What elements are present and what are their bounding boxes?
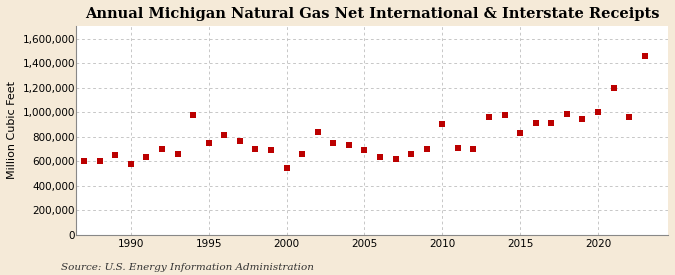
Point	[500, 113, 510, 117]
Point	[266, 148, 277, 152]
Point	[79, 159, 90, 163]
Point	[234, 139, 245, 144]
Point	[172, 152, 183, 156]
Point	[297, 152, 308, 156]
Point	[452, 145, 463, 150]
Point	[250, 147, 261, 151]
Point	[141, 155, 152, 160]
Point	[203, 141, 214, 145]
Point	[608, 85, 619, 90]
Point	[639, 54, 650, 58]
Y-axis label: Million Cubic Feet: Million Cubic Feet	[7, 81, 17, 180]
Point	[531, 121, 541, 125]
Point	[390, 156, 401, 161]
Title: Annual Michigan Natural Gas Net International & Interstate Receipts: Annual Michigan Natural Gas Net Internat…	[85, 7, 659, 21]
Point	[593, 110, 603, 114]
Point	[313, 130, 323, 134]
Point	[624, 115, 634, 119]
Point	[483, 115, 494, 119]
Point	[281, 166, 292, 171]
Point	[546, 121, 557, 125]
Point	[468, 147, 479, 151]
Point	[126, 161, 136, 166]
Point	[157, 147, 167, 151]
Point	[110, 153, 121, 157]
Point	[344, 143, 354, 147]
Point	[359, 148, 370, 152]
Point	[188, 112, 198, 117]
Point	[562, 112, 572, 116]
Point	[577, 117, 588, 122]
Point	[328, 141, 339, 145]
Point	[95, 159, 105, 163]
Point	[421, 147, 432, 151]
Point	[437, 122, 448, 127]
Point	[515, 131, 526, 135]
Point	[406, 152, 416, 156]
Point	[375, 155, 385, 160]
Point	[219, 133, 230, 138]
Text: Source: U.S. Energy Information Administration: Source: U.S. Energy Information Administ…	[61, 263, 314, 272]
